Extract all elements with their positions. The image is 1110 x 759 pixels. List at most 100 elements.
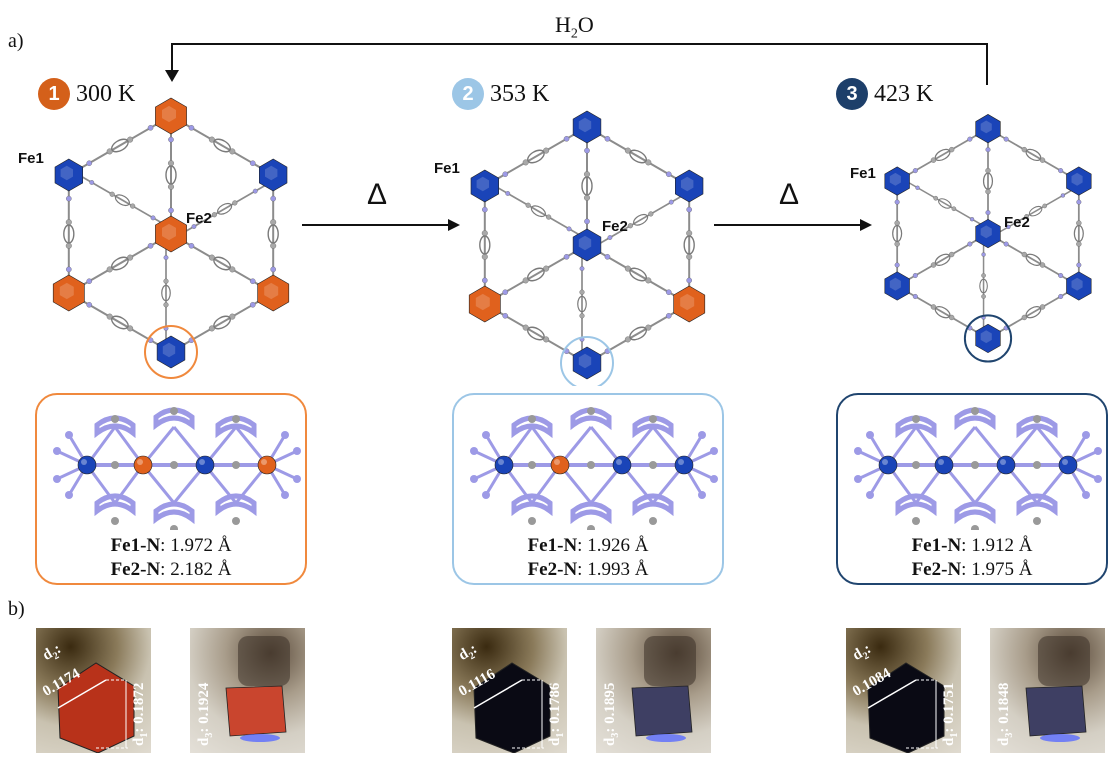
linker-bond <box>586 303 690 364</box>
carbon-atom <box>1033 517 1041 525</box>
linker-bond <box>484 244 588 305</box>
nitrogen-atom <box>505 191 511 196</box>
linker-bond <box>896 127 989 182</box>
nitrogen-atom <box>563 136 570 142</box>
nitrogen-atom <box>894 199 900 205</box>
fe-node-highlight <box>265 165 278 181</box>
state-1-temp: 300 K <box>76 80 136 107</box>
fe-node-center <box>975 218 1001 249</box>
crystal-photo-top-1: d2: 0.1174 d1: 0.1872 <box>36 628 151 753</box>
nitrogen-atom <box>710 475 718 483</box>
framework-structure-1 <box>52 97 290 379</box>
carbon-atom <box>648 211 654 217</box>
triazole-ring <box>1016 493 1058 517</box>
nitrogen-atom <box>150 215 156 221</box>
carbon-atom <box>971 461 979 469</box>
linker-bond <box>989 184 1082 239</box>
triazole-ring <box>895 415 937 439</box>
linker-bond <box>486 180 590 242</box>
carbon-atom <box>111 461 119 469</box>
fe-atom-highlight <box>199 459 205 465</box>
nitrogen-atom <box>566 226 572 232</box>
benzene-ring <box>161 284 171 302</box>
fe-atom <box>257 455 277 475</box>
linker-bond <box>68 292 172 353</box>
carbon-atom <box>546 214 552 220</box>
state-2-temp: 353 K <box>490 80 550 107</box>
benzene-ring <box>479 235 491 255</box>
bond-fe2-2: Fe2-N: 1.993 Å <box>527 559 649 580</box>
fe-node-highlight <box>1071 277 1083 291</box>
benzene-ring <box>527 149 545 164</box>
fe-node-highlight <box>475 293 490 311</box>
nitrogen-atom <box>1006 224 1011 230</box>
benzene-ring <box>577 295 587 313</box>
fe-atom-highlight <box>678 459 684 465</box>
carbon-atom <box>170 525 178 530</box>
linker-bond <box>173 178 277 240</box>
linker-bond <box>68 115 172 176</box>
fe-node-highlight <box>889 172 901 186</box>
nitrogen-atom <box>854 447 862 455</box>
benzene-ring <box>267 224 279 244</box>
triazole-ring <box>215 415 257 439</box>
nitrogen-atom <box>607 235 613 240</box>
benzene-ring <box>1073 224 1084 243</box>
fe-node-highlight <box>578 353 592 369</box>
panel-a-label: a) <box>8 30 24 52</box>
fe1-label-1: Fe1 <box>18 150 44 167</box>
nitrogen-atom <box>1094 447 1102 455</box>
bond-fe2-3: Fe2-N: 1.975 Å <box>911 559 1033 580</box>
fe-atom <box>674 455 694 475</box>
benzene-ring <box>111 315 129 330</box>
benzene-ring <box>934 253 951 266</box>
nitrogen-atom <box>249 301 256 308</box>
benzene-ring <box>527 267 545 282</box>
linker-bond <box>170 292 274 353</box>
d2-measure-line <box>57 679 107 709</box>
d2-measure-line <box>473 679 523 709</box>
crystal-shadow <box>238 636 290 686</box>
benzene-ring <box>683 235 695 255</box>
carbon-atom <box>232 415 240 423</box>
nitrogen-atom <box>584 147 590 154</box>
nitrogen-atom <box>698 431 706 439</box>
carbon-atom <box>985 167 991 174</box>
fe-node-highlight <box>1071 172 1083 186</box>
nitrogen-atom <box>65 491 73 499</box>
nitrogen-atom <box>163 255 169 261</box>
nitrogen-atom <box>665 171 672 177</box>
carbon-atom <box>579 313 585 319</box>
carbon-atom <box>649 415 657 423</box>
linker-bond <box>484 126 588 187</box>
d1-label-2: d1: 0.1786 <box>547 682 566 746</box>
benzene-ring <box>217 202 233 215</box>
carbon-atom <box>1076 241 1082 247</box>
carbon-atom <box>270 242 277 249</box>
nitrogen-atom <box>665 289 672 295</box>
nitrogen-atom <box>86 301 93 308</box>
benzene-ring <box>527 326 545 341</box>
fe-node-highlight <box>681 176 694 192</box>
nitrogen-atom <box>1094 475 1102 483</box>
fe-node-lr <box>1066 271 1092 301</box>
triazole-ring <box>954 501 996 525</box>
d1-label-3: d1: 0.1751 <box>941 682 960 746</box>
fe-atom <box>133 455 153 475</box>
state-3-header: 3 423 K <box>836 78 933 110</box>
benzene-ring <box>1028 205 1043 217</box>
fe-node-ur <box>259 158 288 192</box>
delta-symbol-1: Δ <box>367 178 388 211</box>
fe-node-ur <box>675 169 704 203</box>
carbon-atom <box>981 273 986 278</box>
benzene-ring <box>629 326 647 341</box>
fe-node-bottom <box>572 346 602 380</box>
fe-node-highlight <box>680 293 695 311</box>
benzene-ring <box>165 165 177 185</box>
fe-atom-highlight <box>882 459 888 465</box>
carbon-atom <box>167 160 174 167</box>
benzene-ring <box>213 256 231 271</box>
highlight-circle <box>963 314 1013 363</box>
nitrogen-atom <box>1060 193 1066 198</box>
fe-node-highlight <box>980 225 992 239</box>
